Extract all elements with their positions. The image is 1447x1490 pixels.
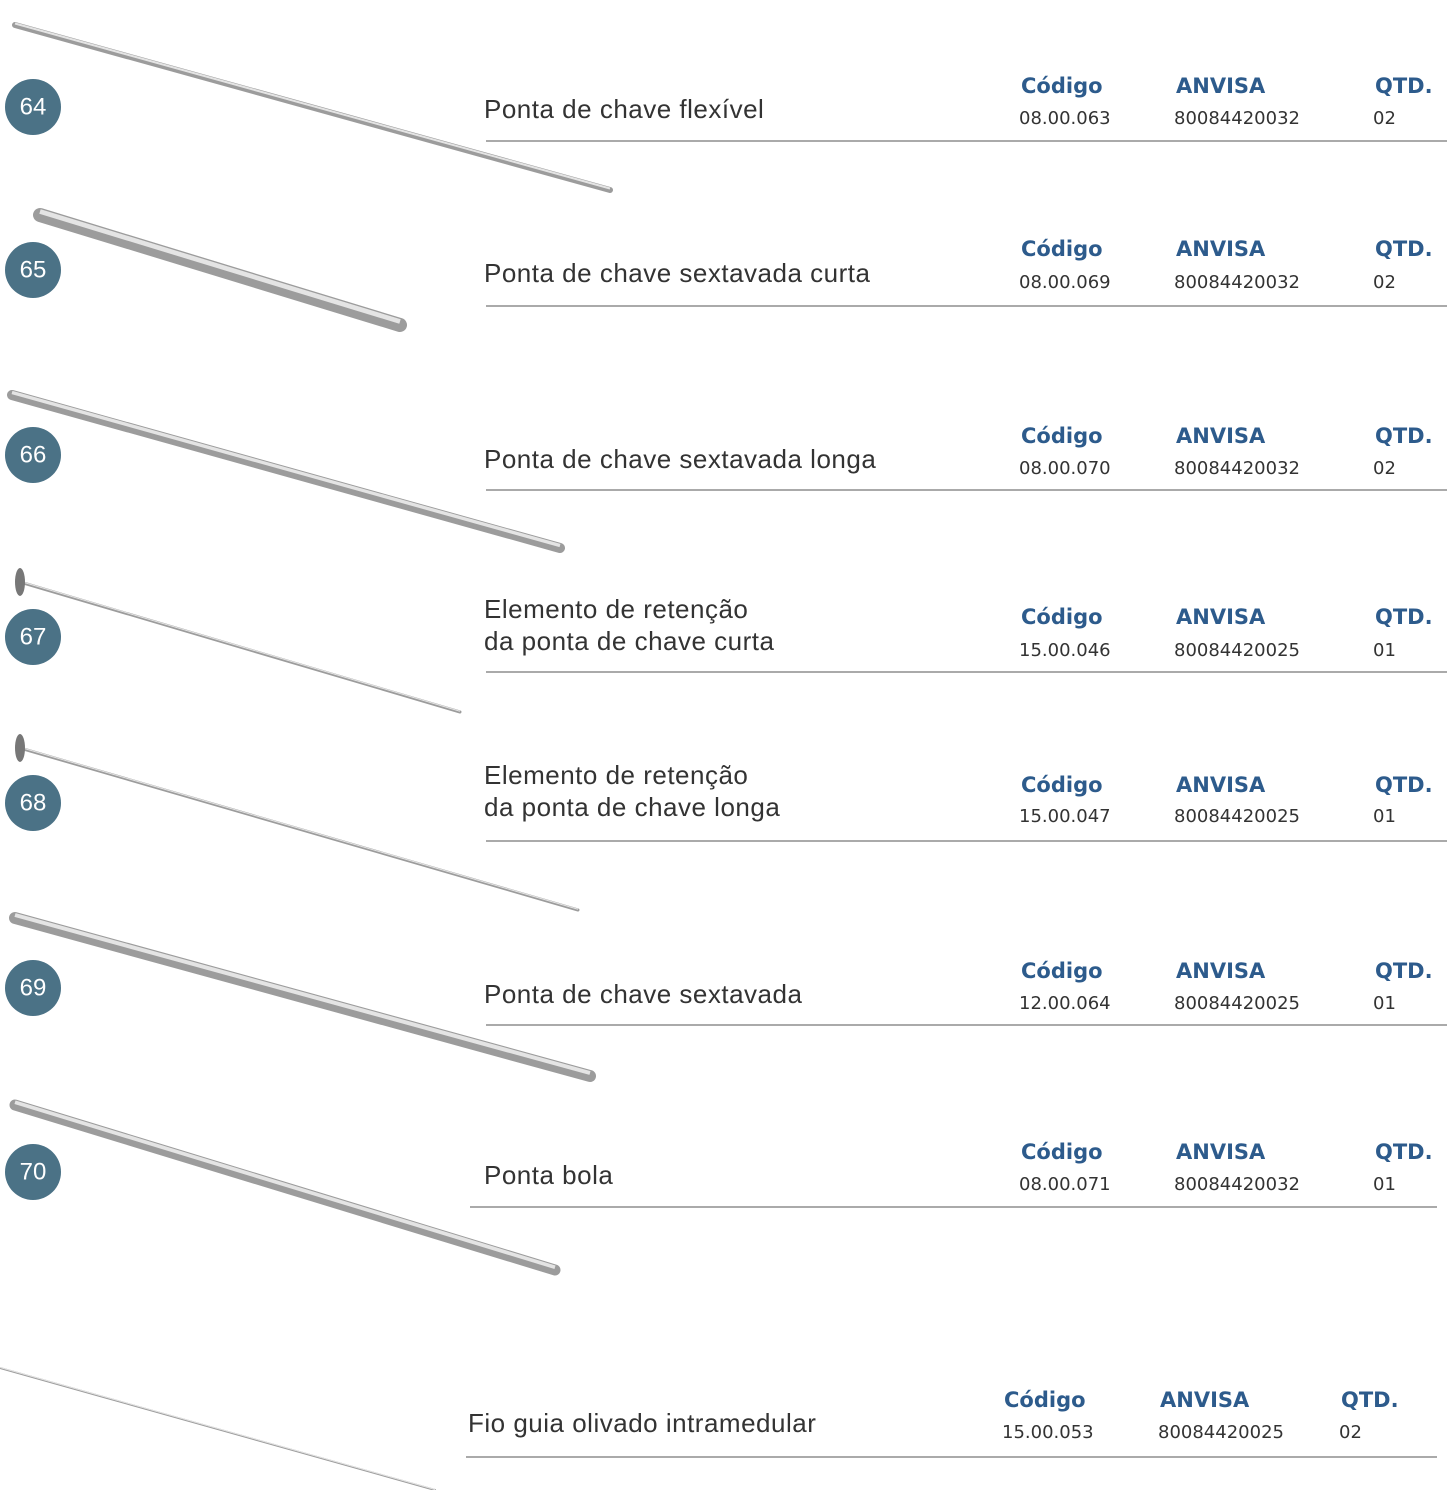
- item-name: Ponta de chave sextavada: [484, 979, 802, 1009]
- instrument-highlight: [14, 1100, 556, 1270]
- item-anvisa: 80084420025: [1174, 806, 1300, 827]
- instrument-image: [18, 746, 580, 912]
- column-header: QTD.: [1375, 959, 1433, 983]
- item-code: 15.00.046: [1019, 640, 1111, 661]
- item-qty: 01: [1373, 1174, 1396, 1195]
- item-name: da ponta de chave longa: [484, 792, 780, 822]
- instrument-highlight: [19, 746, 579, 910]
- item-name: Ponta de chave sextavada longa: [484, 444, 876, 474]
- column-header: ANVISA: [1176, 74, 1266, 98]
- item-name: Ponta de chave flexível: [484, 94, 764, 124]
- item-number: 67: [20, 623, 47, 650]
- instrument-image: [7, 390, 565, 553]
- column-header: Código: [1021, 959, 1103, 983]
- item-name: Elemento de retenção: [484, 760, 748, 790]
- item-code: 08.00.069: [1019, 272, 1111, 293]
- column-header: Código: [1021, 1140, 1103, 1164]
- item-name: Fio guia olivado intramedular: [468, 1408, 816, 1438]
- instrument-highlight: [19, 580, 461, 712]
- catalog-item: 69 Ponta de chave sextavada Código 12.00.06…: [5, 912, 1447, 1082]
- item-qty: 01: [1373, 806, 1396, 827]
- item-number: 64: [20, 93, 47, 120]
- catalog-item: 70 Ponta bola Código 08.00.071 ANVISA 8008442…: [5, 1099, 1437, 1276]
- column-header: ANVISA: [1160, 1388, 1250, 1412]
- catalog-item: 64 Ponta de chave flexível Código 08.00.063…: [5, 22, 1447, 193]
- item-name: Ponta bola: [484, 1160, 613, 1190]
- column-header: QTD.: [1375, 773, 1433, 797]
- item-name: da ponta de chave curta: [484, 626, 775, 656]
- item-anvisa: 80084420032: [1174, 272, 1300, 293]
- instrument-wheel: [15, 734, 25, 762]
- item-badge: [5, 242, 61, 298]
- column-header: Código: [1021, 74, 1103, 98]
- column-header: Código: [1021, 424, 1103, 448]
- item-anvisa: 80084420032: [1174, 458, 1300, 479]
- column-header: QTD.: [1375, 74, 1433, 98]
- instrument-wheel: [15, 568, 25, 596]
- item-code: 15.00.053: [1002, 1422, 1094, 1443]
- item-name: Elemento de retenção: [484, 594, 748, 624]
- column-header: QTD.: [1341, 1388, 1399, 1412]
- item-code: 08.00.071: [1019, 1174, 1111, 1195]
- column-header: QTD.: [1375, 424, 1433, 448]
- instrument-highlight: [14, 913, 591, 1075]
- instrument-image: [12, 22, 613, 193]
- item-code: 08.00.070: [1019, 458, 1111, 479]
- column-header: ANVISA: [1176, 237, 1266, 261]
- item-anvisa: 80084420032: [1174, 108, 1300, 129]
- column-header: ANVISA: [1176, 773, 1266, 797]
- item-name: Ponta de chave sextavada curta: [484, 258, 871, 288]
- instrument-image: [18, 580, 462, 714]
- item-qty: 01: [1373, 993, 1396, 1014]
- item-anvisa: 80084420025: [1174, 640, 1300, 661]
- column-header: Código: [1021, 237, 1103, 261]
- item-badge: [5, 79, 61, 135]
- instrument-highlight: [0, 1367, 436, 1490]
- item-qty: 02: [1373, 458, 1396, 479]
- item-number: 69: [20, 974, 47, 1001]
- column-header: Código: [1004, 1388, 1086, 1412]
- item-qty: 02: [1339, 1422, 1362, 1443]
- item-number: 70: [20, 1158, 47, 1185]
- item-code: 12.00.064: [1019, 993, 1111, 1014]
- column-header: ANVISA: [1176, 1140, 1266, 1164]
- catalog-item: 65 Ponta de chave sextavada curta Código 08…: [5, 208, 1447, 332]
- item-qty: 02: [1373, 108, 1396, 129]
- item-badge: [5, 775, 61, 831]
- item-anvisa: 80084420032: [1174, 1174, 1300, 1195]
- column-header: Código: [1021, 773, 1103, 797]
- column-header: QTD.: [1375, 1140, 1433, 1164]
- item-badge: [5, 427, 61, 483]
- item-anvisa: 80084420025: [1158, 1422, 1284, 1443]
- column-header: ANVISA: [1176, 605, 1266, 629]
- item-code: 15.00.047: [1019, 806, 1111, 827]
- item-number: 66: [20, 441, 47, 468]
- column-header: QTD.: [1375, 237, 1433, 261]
- item-number: 65: [20, 256, 47, 283]
- catalog-item: 66 Ponta de chave sextavada longa Código 08…: [5, 390, 1447, 553]
- instrument-highlight: [14, 22, 611, 190]
- instrument-highlight: [39, 209, 401, 324]
- item-code: 08.00.063: [1019, 108, 1111, 129]
- instrument-image: [9, 1099, 561, 1276]
- instrument-highlight: [11, 390, 561, 548]
- item-badge: [5, 960, 61, 1016]
- instrument-image: [9, 912, 596, 1082]
- item-anvisa: 80084420025: [1174, 993, 1300, 1014]
- column-header: ANVISA: [1176, 424, 1266, 448]
- instrument-image: [33, 208, 407, 332]
- item-number: 68: [20, 789, 47, 816]
- catalog-item: Fio guia olivado intramedular Código 15.00…: [0, 1367, 1437, 1490]
- item-qty: 02: [1373, 272, 1396, 293]
- column-header: Código: [1021, 605, 1103, 629]
- column-header: ANVISA: [1176, 959, 1266, 983]
- item-badge: [5, 609, 61, 665]
- column-header: QTD.: [1375, 605, 1433, 629]
- item-qty: 01: [1373, 640, 1396, 661]
- item-badge: [5, 1144, 61, 1200]
